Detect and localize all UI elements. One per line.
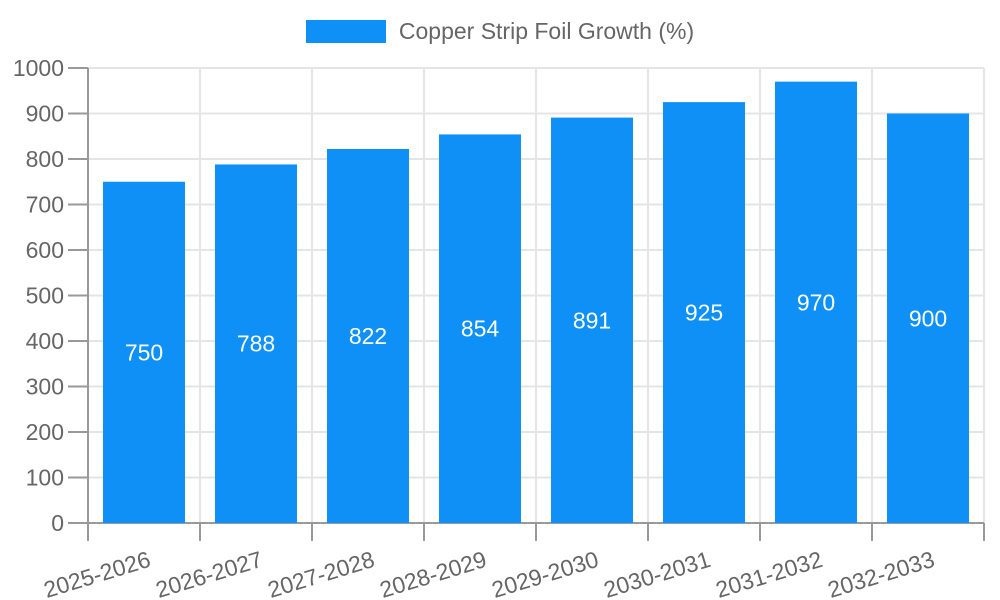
y-axis-tick-label: 300 xyxy=(26,374,64,400)
y-axis-tick-label: 600 xyxy=(26,237,64,263)
bar-value-label: 970 xyxy=(797,289,835,315)
x-axis-label: 2030-2031 xyxy=(601,546,714,600)
bar-value-label: 891 xyxy=(573,307,611,333)
bar[interactable] xyxy=(439,134,521,523)
x-axis-label: 2026-2027 xyxy=(153,546,266,600)
x-axis-label: 2025-2026 xyxy=(41,546,154,600)
bar-value-label: 854 xyxy=(461,316,500,342)
x-axis-label: 2028-2029 xyxy=(377,546,490,600)
y-axis-tick-label: 900 xyxy=(26,101,64,127)
bar[interactable] xyxy=(775,81,857,524)
y-axis-tick-label: 200 xyxy=(26,419,64,445)
y-axis-tick-label: 400 xyxy=(26,328,64,354)
bar[interactable] xyxy=(327,148,409,524)
x-axis-label: 2027-2028 xyxy=(265,546,378,600)
bar[interactable] xyxy=(551,117,633,523)
bar-value-label: 925 xyxy=(685,300,723,326)
bar-value-label: 750 xyxy=(125,339,163,365)
bar-value-label: 900 xyxy=(909,305,947,331)
x-axis-label: 2032-2033 xyxy=(825,546,938,600)
bar[interactable] xyxy=(215,164,297,523)
y-axis-tick-label: 1000 xyxy=(13,55,64,81)
y-axis-tick-label: 500 xyxy=(26,283,64,309)
bar-value-label: 788 xyxy=(237,331,275,357)
x-axis-label: 2029-2030 xyxy=(489,546,602,600)
legend[interactable]: Copper Strip Foil Growth (%) xyxy=(0,20,1000,43)
legend-swatch xyxy=(305,20,386,43)
bar[interactable] xyxy=(887,113,969,524)
y-axis-tick-label: 100 xyxy=(26,465,64,491)
bar[interactable] xyxy=(663,102,745,523)
x-axis-label: 2031-2032 xyxy=(713,546,826,600)
y-axis-tick-label: 0 xyxy=(51,510,64,536)
bar[interactable] xyxy=(103,181,185,523)
y-axis-tick-label: 700 xyxy=(26,192,64,218)
bar-value-label: 822 xyxy=(349,323,387,349)
legend-label: Copper Strip Foil Growth (%) xyxy=(398,18,695,44)
y-axis-tick-label: 800 xyxy=(26,146,64,172)
